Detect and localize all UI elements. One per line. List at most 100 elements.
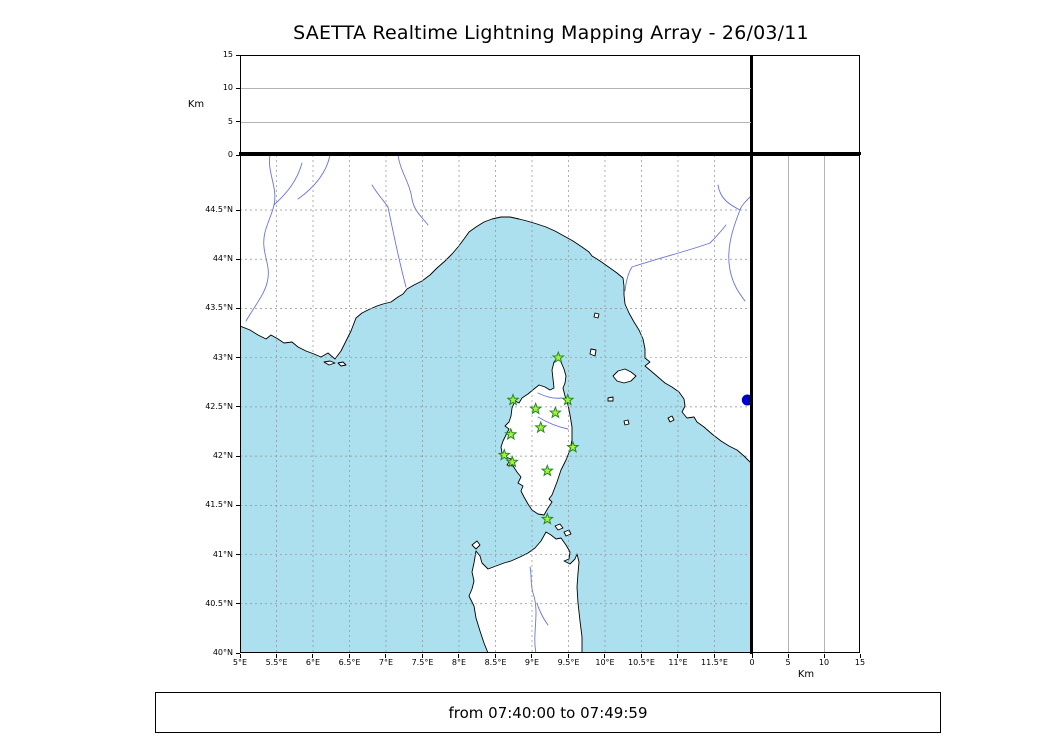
tick-mark	[640, 654, 642, 658]
island-maddalena-2	[563, 529, 572, 537]
time-range-text: from 07:40:00 to 07:49:59	[448, 703, 648, 722]
divider-horizontal	[239, 152, 861, 155]
tick-label: 40.5°N	[205, 598, 233, 608]
tick-mark	[713, 654, 715, 658]
station-star-marker	[540, 512, 554, 525]
island-gorgona	[593, 312, 600, 319]
river	[537, 392, 563, 399]
tick-label: 42.5°N	[205, 401, 233, 411]
river	[624, 242, 711, 292]
tick-label: 43°N	[212, 352, 233, 362]
corner-panel	[752, 55, 860, 155]
station-star-marker	[504, 427, 518, 441]
station-star-marker	[561, 393, 575, 406]
tick-label: 41°N	[212, 549, 233, 559]
tick-mark	[751, 654, 753, 658]
tick-label: 6°E	[305, 658, 321, 667]
tick-label: 6.5°E	[338, 658, 361, 667]
tick-label: 41.5°N	[205, 500, 233, 510]
map-panel	[240, 155, 752, 653]
tick-label: 0	[749, 658, 755, 667]
tick-label: 44°N	[212, 254, 233, 264]
river	[709, 224, 727, 244]
chart-title: SAETTA Realtime Lightning Mapping Array …	[293, 22, 809, 44]
tick-label: Km	[797, 669, 815, 680]
altitude-vs-latitude-panel	[752, 155, 860, 653]
tick-label: 43.5°N	[205, 303, 233, 313]
tick-label: 15	[222, 50, 233, 59]
island-sardinia-north	[468, 531, 583, 653]
tick-mark	[531, 654, 533, 658]
island-porquerolles	[323, 360, 336, 366]
island-elba	[612, 368, 637, 384]
altitude-vs-longitude-panel	[240, 55, 752, 155]
river	[536, 602, 549, 626]
tick-label: 15	[854, 658, 866, 667]
tick-label: 42°N	[212, 451, 233, 461]
tick-label: 8.5°E	[484, 658, 507, 667]
lightning-event-markers	[741, 394, 752, 406]
island-corsica	[500, 356, 573, 516]
tick-label: 9°E	[524, 658, 540, 667]
tick-label: 10°E	[595, 658, 615, 667]
tick-label: 11°E	[668, 658, 688, 667]
tick-label: 10.5°E	[628, 658, 655, 667]
island-maddalena-1	[554, 523, 564, 531]
station-star-marker	[497, 448, 511, 461]
river	[387, 206, 407, 288]
tick-label: 10	[222, 83, 233, 93]
tick-label: 7.5°E	[411, 658, 434, 667]
event-dot-marker	[741, 394, 752, 406]
rivers-group	[245, 155, 752, 653]
tick-label: 5	[227, 116, 233, 126]
coastline-mainland-france-italy	[240, 155, 752, 465]
tick-label: Km	[187, 99, 205, 110]
tick-mark	[348, 654, 350, 658]
station-star-marker	[534, 420, 548, 434]
station-star-marker	[540, 463, 554, 477]
station-star-marker	[505, 455, 519, 468]
island-capraia	[589, 348, 597, 357]
tick-label: 11.5°E	[701, 658, 728, 667]
tick-mark	[494, 654, 496, 658]
river	[273, 162, 303, 206]
tick-mark	[385, 654, 387, 658]
tick-mark	[859, 654, 861, 658]
river	[717, 184, 741, 211]
tick-mark	[312, 654, 314, 658]
river	[529, 566, 537, 653]
island-port-cros	[337, 361, 347, 367]
tick-mark	[787, 654, 789, 658]
tick-label: 0	[227, 150, 233, 159]
tick-mark	[458, 654, 460, 658]
river	[728, 209, 746, 302]
tick-label: 10	[818, 658, 830, 667]
station-star-marker	[529, 401, 543, 415]
tick-label: 5°E	[232, 658, 248, 667]
station-star-marker	[566, 440, 580, 453]
station-star-marker	[506, 393, 520, 406]
tick-label: 8°E	[451, 658, 467, 667]
island-asinara	[471, 540, 481, 550]
map	[240, 155, 752, 653]
island-giglio	[667, 415, 675, 423]
station-star-marker	[551, 350, 565, 364]
tick-mark	[823, 654, 825, 658]
island-pianosa	[607, 396, 614, 402]
island-montecristo	[623, 419, 630, 426]
river	[245, 155, 276, 322]
station-markers	[497, 350, 580, 525]
tick-label: 9.5°E	[557, 658, 580, 667]
river	[397, 155, 429, 226]
station-star-marker	[548, 405, 562, 419]
land-group	[240, 155, 752, 653]
time-range-box: from 07:40:00 to 07:49:59	[155, 692, 941, 733]
tick-label: 44.5°N	[205, 205, 233, 215]
tick-mark	[421, 654, 423, 658]
tick-mark	[604, 654, 606, 658]
tick-label: 40°N	[212, 648, 233, 657]
tick-mark	[567, 654, 569, 658]
tick-label: 5.5°E	[265, 658, 288, 667]
river	[371, 184, 389, 208]
